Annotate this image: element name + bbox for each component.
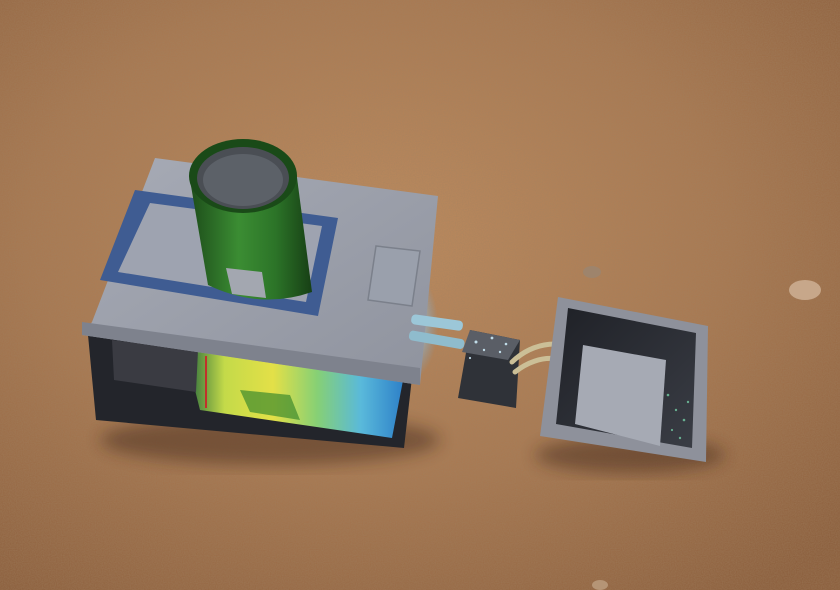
pump-box (458, 330, 520, 408)
side-panel (112, 340, 198, 392)
outlet-pipes (408, 314, 465, 349)
pebble (592, 580, 608, 590)
collection-tray (540, 297, 708, 462)
green-cylinder (189, 139, 312, 300)
control-plate (367, 245, 421, 307)
pebble (583, 266, 601, 278)
cylinder-label-plate (226, 268, 266, 298)
filter-housing (82, 139, 438, 448)
pebble (789, 280, 821, 300)
